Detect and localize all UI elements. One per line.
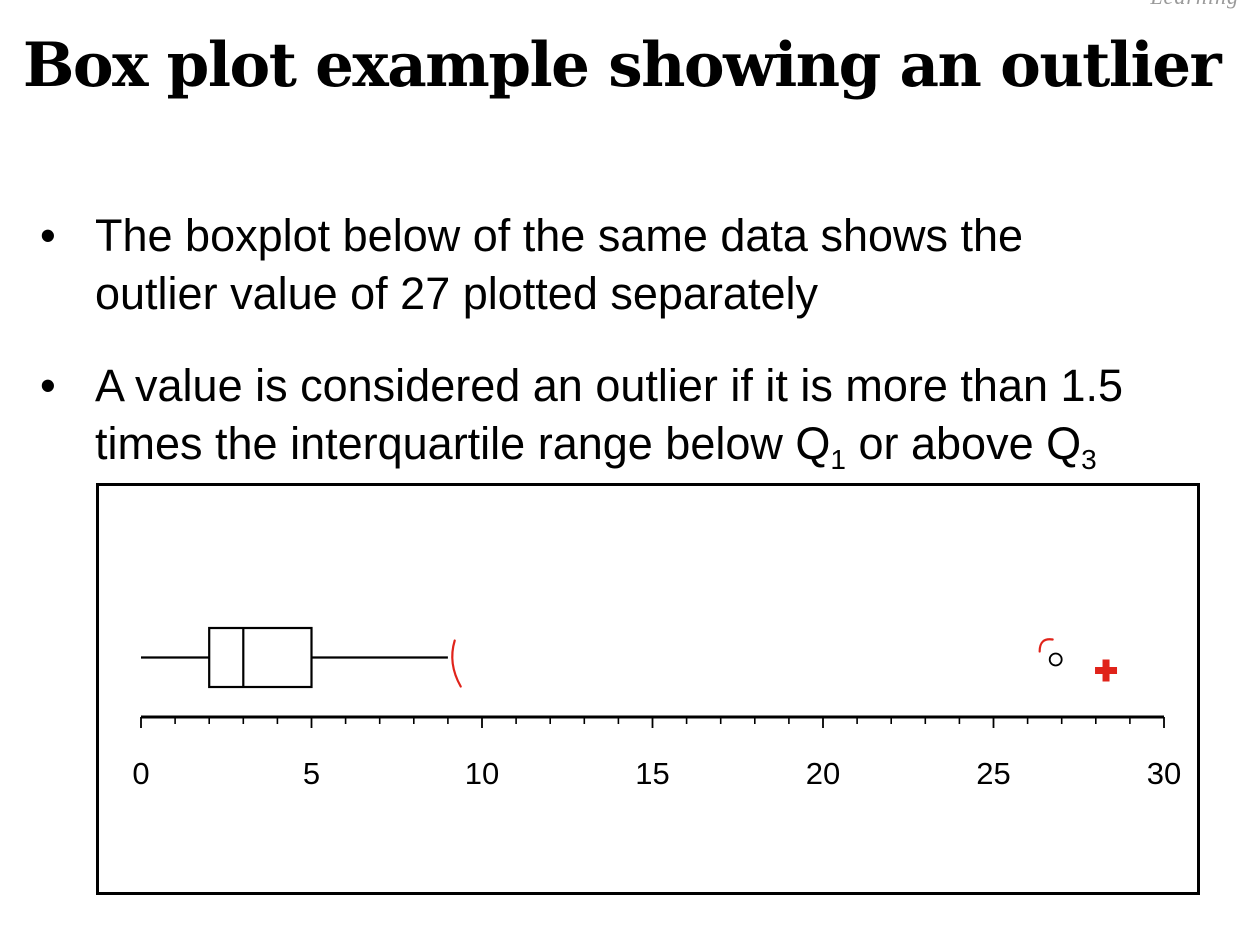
bullet-dot-icon: • — [40, 210, 56, 261]
annotation-outlier-mark — [1038, 638, 1054, 653]
bullet-2-line-2-mid: or above Q — [845, 418, 1082, 469]
bullet-list: • The boxplot below of the same data sho… — [40, 207, 1230, 507]
x-tick-label: 15 — [635, 756, 669, 791]
x-tick-label: 25 — [976, 756, 1010, 791]
x-tick-label: 0 — [132, 756, 149, 791]
bullet-dot-icon: • — [40, 360, 56, 411]
outlier-point — [1048, 652, 1063, 667]
bullet-item-2: • A value is considered an outlier if it… — [40, 357, 1230, 475]
bullet-2-line-2: times the interquartile range below Q — [95, 418, 831, 469]
x-tick-label: 10 — [465, 756, 499, 791]
bullet-item-1: • The boxplot below of the same data sho… — [40, 207, 1230, 323]
iqr-box — [208, 626, 313, 689]
annotation-whisker-end-mark — [451, 639, 462, 688]
bullet-1-line-1: The boxplot below of the same data shows… — [95, 210, 1024, 261]
bullet-1-line-2: outlier value of 27 plotted separately — [95, 268, 818, 319]
q1-subscript: 1 — [830, 444, 846, 475]
chart-frame: 0 5 10 15 20 25 30 — [96, 483, 1200, 895]
x-tick-label: 30 — [1147, 756, 1181, 791]
slide-title: Box plot example showing an outlier — [22, 30, 1222, 101]
x-tick-label: 5 — [303, 756, 320, 791]
header-corner-text: Learning — [1150, 0, 1239, 10]
q3-subscript: 3 — [1081, 444, 1097, 475]
red-cross-marker-icon — [1095, 659, 1118, 682]
bullet-2-line-1: A value is considered an outlier if it i… — [95, 360, 1124, 411]
x-tick-label: 20 — [806, 756, 840, 791]
boxplot-chart: 0 5 10 15 20 25 30 — [132, 626, 1181, 791]
